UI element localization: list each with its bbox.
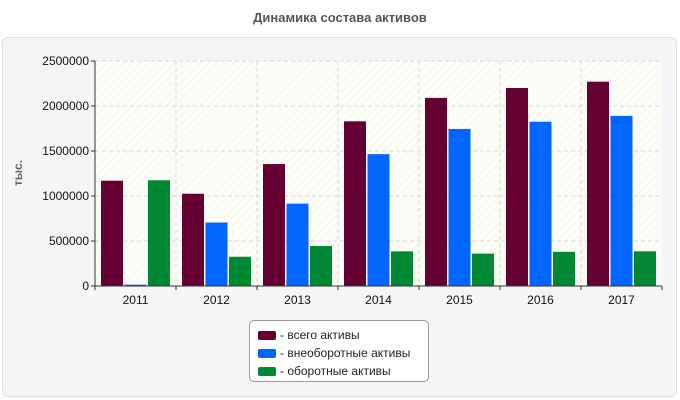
x-tick-label: 2014 <box>365 293 392 307</box>
x-tick-label: 2012 <box>203 293 230 307</box>
bar-2017-series-2 <box>634 251 656 286</box>
x-tick-label: 2013 <box>284 293 311 307</box>
bar-2011-series-1 <box>124 284 147 286</box>
y-tick-label: 1000000 <box>42 189 89 203</box>
y-tick-label: 0 <box>82 279 89 293</box>
legend-item: - внеоборотные активы <box>258 344 428 362</box>
bar-2015-series-1 <box>448 128 471 286</box>
bar-2016-series-0 <box>506 88 528 286</box>
bar-2011-series-0 <box>101 180 123 286</box>
chart-title: Динамика состава активов <box>253 10 427 25</box>
bar-2016-series-1 <box>529 121 552 286</box>
y-axis-label: тыс. <box>11 160 25 186</box>
y-tick-label: 2000000 <box>42 99 89 113</box>
x-tick-label: 2017 <box>608 293 635 307</box>
bar-2012-series-1 <box>205 222 228 286</box>
bar-2017-series-0 <box>587 81 609 286</box>
bar-2012-series-2 <box>229 256 251 286</box>
bar-2011-series-2 <box>148 180 170 286</box>
legend-swatch-1 <box>258 348 276 358</box>
bar-2013-series-0 <box>263 164 285 286</box>
x-tick-label: 2016 <box>527 293 554 307</box>
axes <box>91 60 663 290</box>
bar-2014-series-1 <box>367 154 390 286</box>
bars <box>101 81 656 287</box>
legend-label: - оборотные активы <box>280 364 391 378</box>
legend-swatch-0 <box>258 330 276 340</box>
bar-2015-series-0 <box>425 97 447 287</box>
legend-item: - оборотные активы <box>258 362 428 380</box>
bar-2014-series-0 <box>344 121 366 286</box>
bar-2012-series-0 <box>182 193 204 286</box>
bar-2013-series-2 <box>310 245 332 286</box>
y-tick-label: 500000 <box>49 234 89 248</box>
y-tick-label: 1500000 <box>42 144 89 158</box>
legend-label: - внеоборотные активы <box>280 346 411 360</box>
y-tick-labels: 0 500000 1000000 1500000 2000000 2500000 <box>42 54 89 293</box>
legend-label: - всего активы <box>280 328 360 342</box>
legend-item: - всего активы <box>258 326 428 344</box>
bar-2014-series-2 <box>391 251 413 286</box>
legend-swatch-2 <box>258 366 276 376</box>
legend: - всего активы - внеоборотные активы - о… <box>249 320 429 382</box>
bar-2013-series-1 <box>286 203 309 286</box>
y-tick-label: 2500000 <box>42 54 89 68</box>
bar-2015-series-2 <box>472 253 494 286</box>
bar-2016-series-2 <box>553 251 575 286</box>
x-tick-label: 2011 <box>123 293 149 307</box>
x-tick-label: 2015 <box>446 293 473 307</box>
x-tick-labels: 2011 2012 2013 2014 2015 2016 2017 <box>123 293 636 307</box>
bar-2017-series-1 <box>610 115 633 287</box>
